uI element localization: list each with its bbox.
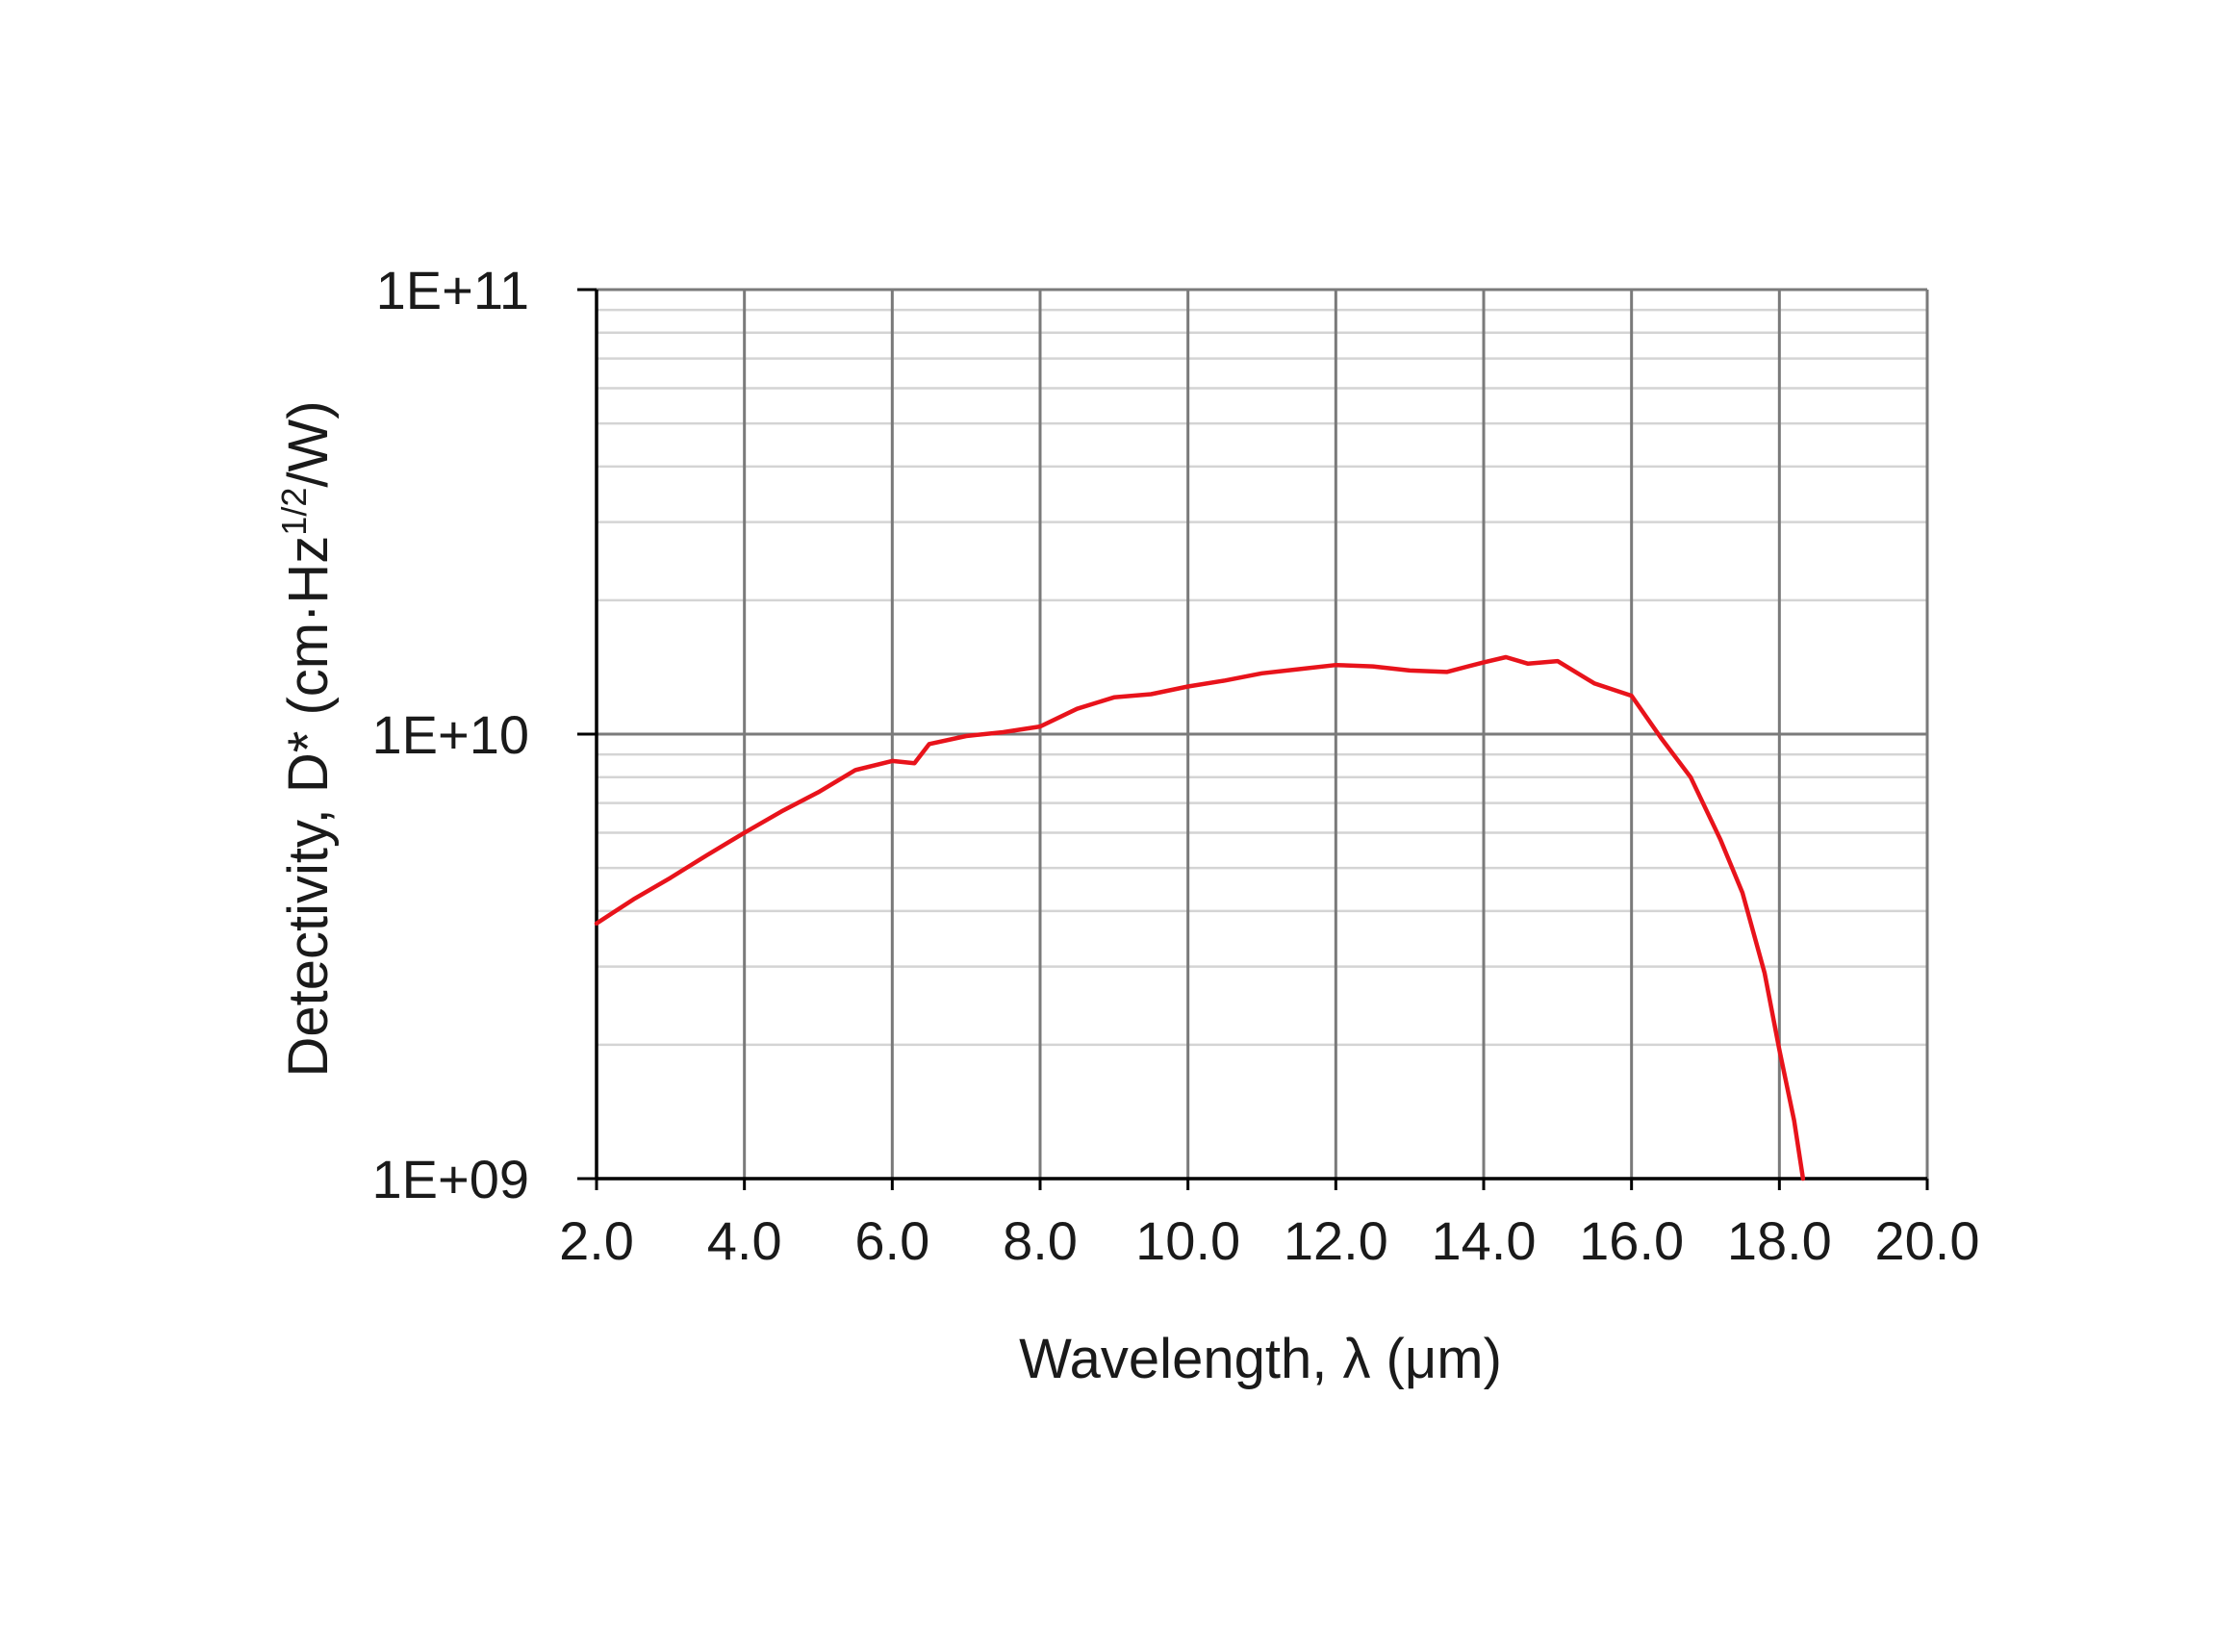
x-tick-label: 6.0 [854,1210,929,1271]
x-tick-label: 4.0 [707,1210,782,1271]
x-tick-label: 8.0 [1003,1210,1078,1271]
minor-gridlines [597,308,1927,1047]
y-tick-labels: 1E+09 1E+10 1E+11 [372,260,530,1209]
x-tick-label: 12.0 [1284,1210,1388,1271]
y-axis-title: Detectivity, D* (cm·Hz1/2/W) [274,400,340,1077]
x-tick-label: 18.0 [1727,1210,1832,1271]
x-axis-title: Wavelength, λ (μm) [1019,1328,1502,1390]
y-axis-title-superscript: 1/2 [274,488,314,536]
major-gridlines [597,288,1929,1179]
y-axis-title-main: Detectivity, D* (cm·Hz [277,536,340,1078]
x-tick-label: 2.0 [559,1210,634,1271]
x-tick-label: 16.0 [1579,1210,1684,1271]
y-tick-label: 1E+10 [372,704,530,765]
y-axis-title-suffix: /W) [277,400,340,487]
x-tick-label: 14.0 [1432,1210,1537,1271]
x-tick-labels: 2.0 4.0 6.0 8.0 10.0 12.0 14.0 16.0 18.0 20.0 [559,1210,1979,1271]
axes [577,288,1929,1190]
x-tick-label: 10.0 [1135,1210,1240,1271]
y-tick-label: 1E+09 [372,1149,530,1209]
y-tick-label: 1E+11 [376,260,529,320]
x-tick-label: 20.0 [1875,1210,1980,1271]
detectivity-series-line [594,654,1806,1182]
